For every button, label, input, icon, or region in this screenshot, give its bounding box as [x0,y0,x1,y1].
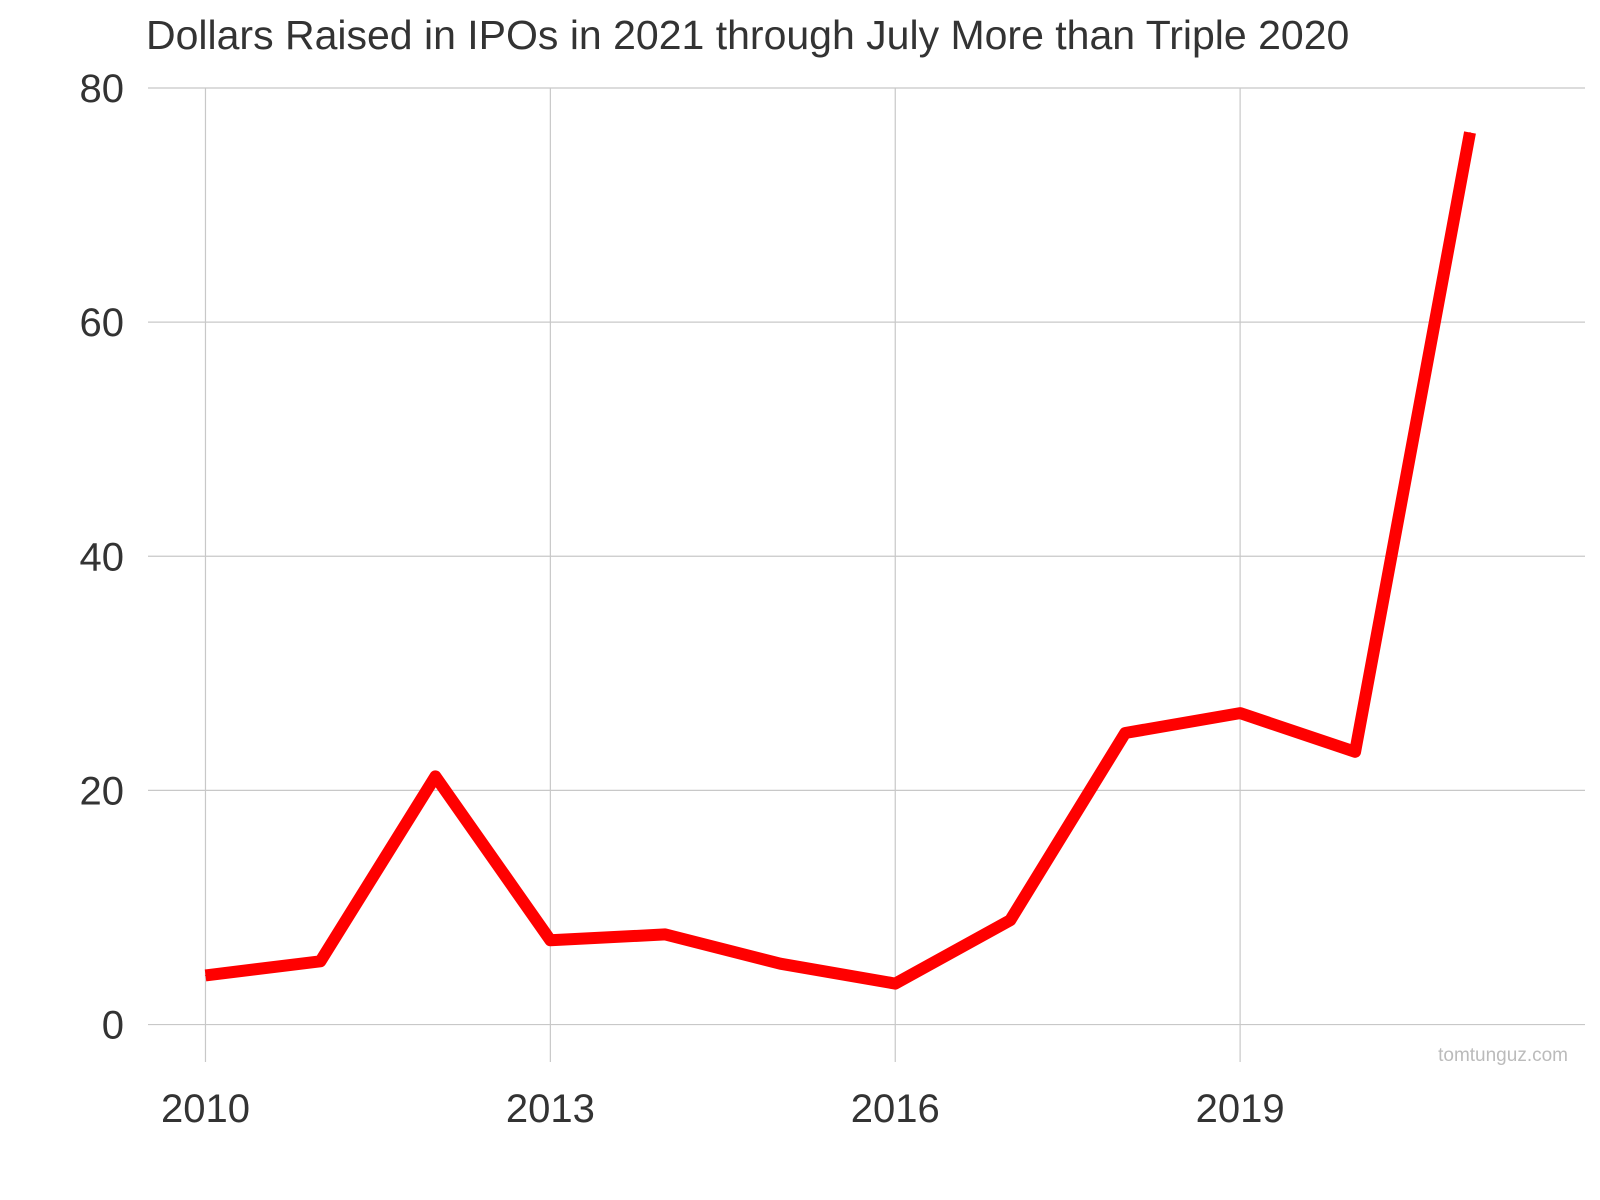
y-tick-label-20: 20 [80,769,125,813]
data-point-2015 [779,963,781,965]
x-tick-label-2019: 2019 [1196,1087,1285,1131]
y-axis-ticks: 0 20 40 60 80 [80,67,125,1048]
grid-layer [148,87,1585,1062]
watermark: tomtunguz.com [1438,1045,1568,1066]
data-point-2011 [319,960,321,962]
y-tick-label-80: 80 [80,67,125,111]
data-point-2018 [1124,732,1126,734]
data-point-2016 [894,983,896,985]
data-point-2014 [664,933,666,935]
x-tick-label-2010: 2010 [161,1087,250,1131]
y-tick-label-0: 0 [102,1004,124,1048]
data-point-2010 [204,974,206,976]
data-point-2019 [1239,712,1241,714]
data-point-2020 [1354,751,1356,753]
series-layer [204,131,1476,990]
data-point-2012 [434,775,436,777]
x-tick-label-2013: 2013 [506,1087,595,1131]
chart-title: Dollars Raised in IPOs in 2021 through J… [146,12,1350,58]
data-point-2013 [549,939,551,941]
x-tick-label-2016: 2016 [851,1087,940,1131]
y-tick-label-60: 60 [80,301,125,345]
data-point-2017 [1009,919,1011,921]
data-point-2021 [1469,131,1471,133]
y-tick-label-40: 40 [80,535,125,579]
x-axis-ticks: 2010 2013 2016 2019 [161,1087,1285,1131]
series-line-0 [204,131,1476,990]
